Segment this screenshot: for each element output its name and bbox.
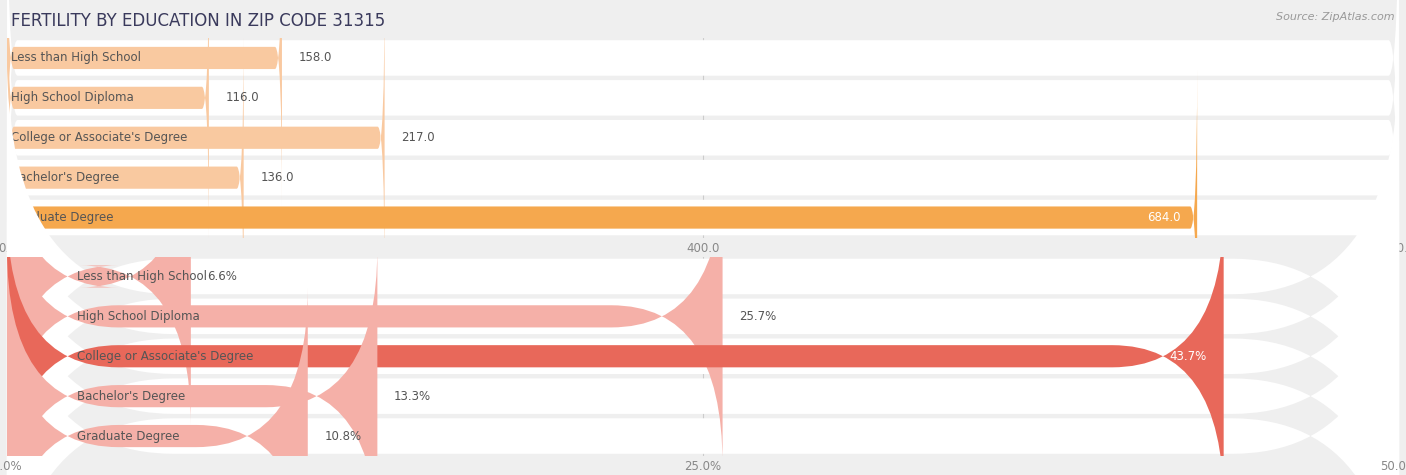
FancyBboxPatch shape [7, 0, 209, 247]
Text: Graduate Degree: Graduate Degree [77, 429, 179, 443]
Text: 136.0: 136.0 [260, 171, 294, 184]
Text: 684.0: 684.0 [1147, 211, 1181, 224]
Text: 158.0: 158.0 [298, 51, 332, 65]
Text: College or Associate's Degree: College or Associate's Degree [77, 350, 253, 363]
FancyBboxPatch shape [7, 134, 1399, 475]
FancyBboxPatch shape [7, 0, 1399, 360]
Text: Less than High School: Less than High School [11, 51, 142, 65]
FancyBboxPatch shape [7, 208, 1223, 475]
Text: 10.8%: 10.8% [325, 429, 361, 443]
Text: 25.7%: 25.7% [740, 310, 776, 323]
Text: 43.7%: 43.7% [1170, 350, 1206, 363]
FancyBboxPatch shape [7, 29, 243, 326]
Text: Less than High School: Less than High School [77, 270, 207, 283]
Text: FERTILITY BY EDUCATION IN ZIP CODE 31315: FERTILITY BY EDUCATION IN ZIP CODE 31315 [11, 12, 385, 30]
Text: High School Diploma: High School Diploma [11, 91, 134, 104]
Text: Bachelor's Degree: Bachelor's Degree [11, 171, 120, 184]
FancyBboxPatch shape [7, 247, 377, 475]
Text: College or Associate's Degree: College or Associate's Degree [11, 131, 188, 144]
FancyBboxPatch shape [7, 128, 191, 425]
FancyBboxPatch shape [7, 0, 385, 286]
Text: 13.3%: 13.3% [394, 390, 432, 403]
FancyBboxPatch shape [7, 55, 1399, 475]
FancyBboxPatch shape [7, 287, 308, 475]
Text: Graduate Degree: Graduate Degree [11, 211, 114, 224]
Text: 6.6%: 6.6% [208, 270, 238, 283]
FancyBboxPatch shape [7, 0, 283, 207]
FancyBboxPatch shape [7, 69, 1197, 366]
FancyBboxPatch shape [7, 0, 1399, 280]
Text: Bachelor's Degree: Bachelor's Degree [77, 390, 184, 403]
FancyBboxPatch shape [7, 168, 723, 465]
Text: High School Diploma: High School Diploma [77, 310, 200, 323]
Text: Source: ZipAtlas.com: Source: ZipAtlas.com [1277, 12, 1395, 22]
FancyBboxPatch shape [7, 0, 1399, 439]
FancyBboxPatch shape [7, 95, 1399, 475]
FancyBboxPatch shape [7, 0, 1399, 399]
Text: 217.0: 217.0 [401, 131, 434, 144]
Text: 116.0: 116.0 [225, 91, 259, 104]
FancyBboxPatch shape [7, 174, 1399, 475]
FancyBboxPatch shape [7, 0, 1399, 320]
FancyBboxPatch shape [7, 214, 1399, 475]
